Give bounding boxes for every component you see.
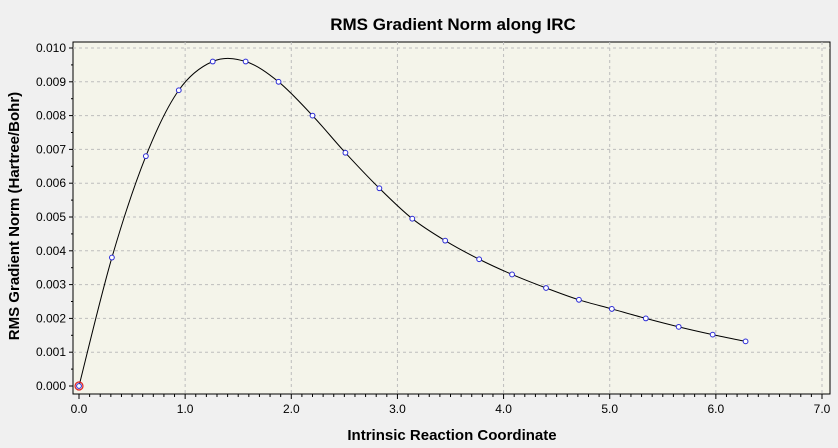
y-tick-label: 0.000 <box>36 379 66 393</box>
x-tick-label: 5.0 <box>601 402 618 416</box>
y-tick-label: 0.007 <box>36 142 66 156</box>
x-tick-label: 6.0 <box>708 402 725 416</box>
data-point <box>342 149 349 156</box>
plot-background <box>72 41 831 395</box>
data-point <box>309 112 316 119</box>
data-point <box>109 254 115 261</box>
y-tick-label: 0.005 <box>36 210 66 224</box>
y-tick-label: 0.008 <box>36 109 66 123</box>
chart-title: RMS Gradient Norm along IRC <box>330 15 576 34</box>
x-tick-label: 4.0 <box>495 402 512 416</box>
data-point <box>209 58 216 65</box>
y-axis-label: RMS Gradient Norm (Hartree/Bohr) <box>6 92 23 340</box>
data-point <box>76 383 82 389</box>
x-tick-label: 3.0 <box>389 402 406 416</box>
data-point <box>376 185 383 192</box>
series-line <box>78 57 746 387</box>
data-point <box>275 78 282 85</box>
data-point <box>608 306 615 312</box>
y-tick-label: 0.002 <box>36 311 66 325</box>
data-point <box>543 285 549 291</box>
data-point <box>442 237 449 244</box>
y-tick-label: 0.010 <box>36 41 66 55</box>
x-tick-label: 0.0 <box>71 402 88 416</box>
series-points <box>74 58 749 391</box>
data-point <box>709 331 716 338</box>
y-tick-label: 0.006 <box>36 176 66 190</box>
data-point <box>742 338 749 345</box>
data-point <box>175 87 182 94</box>
x-tick-label: 7.0 <box>814 402 831 416</box>
x-tick-label: 2.0 <box>283 402 300 416</box>
data-point <box>675 323 682 330</box>
series-curve <box>78 57 746 387</box>
data-point <box>642 315 649 322</box>
data-point <box>576 296 582 303</box>
grid-layer <box>73 42 830 394</box>
data-point <box>242 58 249 65</box>
x-tick-label: 1.0 <box>177 402 194 416</box>
y-tick-label: 0.004 <box>36 244 66 258</box>
data-point <box>476 256 483 263</box>
x-axis-label: Intrinsic Reaction Coordinate <box>347 427 556 444</box>
data-point <box>509 271 515 278</box>
axis-ticks: 0.000 0.001 0.002 0.003 0.004 0.005 0.006 0.007… <box>36 41 831 416</box>
data-point <box>142 153 149 160</box>
data-point <box>409 215 416 222</box>
y-tick-label: 0.001 <box>36 345 66 359</box>
current-point-marker <box>74 381 84 391</box>
y-tick-label: 0.009 <box>36 75 66 89</box>
y-tick-label: 0.003 <box>36 278 66 292</box>
